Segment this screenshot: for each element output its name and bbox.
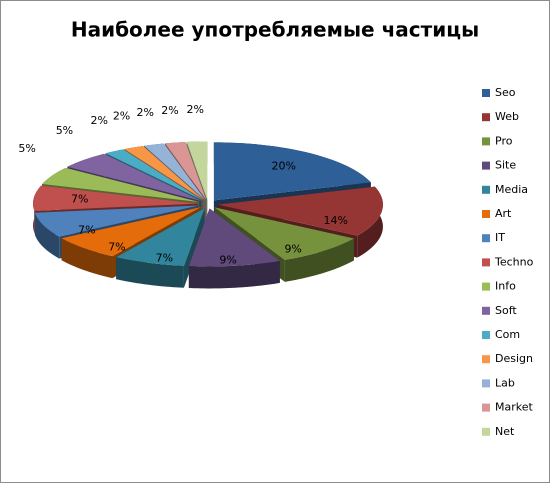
slice-side [188,260,280,289]
data-label: 14% [324,214,348,227]
legend-label: Soft [495,304,517,317]
slice-top [61,207,201,257]
data-label: 7% [156,252,173,265]
chart-title: Наиболее употребляемые частицы [71,18,479,42]
data-label: 9% [284,243,301,256]
legend-label: Design [495,352,533,365]
legend-label: Market [495,401,533,414]
legend-swatch [482,379,490,388]
slice-side [284,238,354,282]
slice [188,208,280,289]
data-label: 2% [113,110,130,123]
slice-top [34,205,199,237]
legend-label: Net [495,425,515,438]
legend-swatch [482,331,490,339]
legend-swatch [482,161,490,170]
slice-top [213,142,371,201]
legend-label: Seo [495,86,516,99]
legend-swatch [482,113,490,122]
legend-swatch [482,306,490,315]
slice-top [105,149,203,201]
legend-swatch [482,355,490,364]
data-label: 2% [187,103,204,116]
legend-label: Com [495,328,520,341]
legend-label: Art [495,207,512,220]
data-label: 5% [18,142,35,155]
slice-side [34,212,60,259]
legend-swatch [482,427,490,436]
data-label: 5% [56,124,73,137]
slice-top [33,185,199,211]
legend-label: Site [495,159,516,172]
legend-label: Techno [494,255,534,268]
legend-label: Lab [495,376,515,389]
data-label: 9% [219,254,236,267]
data-label: 20% [271,160,295,173]
slice-top [188,208,280,267]
slice-side [61,238,113,279]
data-label: 7% [71,193,88,206]
legend-swatch [482,185,490,194]
legend-swatch [482,137,490,146]
data-label: 7% [108,241,125,254]
slice-top [144,143,205,200]
legend-swatch [482,403,490,412]
legend-label: Web [495,110,519,123]
legend-label: Media [495,183,528,196]
data-label: 2% [161,104,178,117]
legend-label: IT [495,231,505,244]
slice-top [186,141,208,200]
slice-top [42,167,200,202]
data-label: 2% [137,106,154,119]
legend-swatch [482,234,490,243]
legend-swatch [482,210,490,218]
data-label: 7% [78,224,95,237]
data-label: 2% [90,114,107,127]
legend-label: Info [495,280,516,293]
slice-top [124,146,204,200]
slice-top [165,142,207,200]
slice-top [116,208,205,266]
slice-top [214,207,354,260]
legend-label: Pro [495,134,513,147]
slice-top [67,153,201,201]
legend-swatch [482,258,490,267]
legend-swatch [482,282,490,291]
slice-side [116,257,184,288]
slice-top [217,186,383,236]
legend-swatch [482,89,490,97]
